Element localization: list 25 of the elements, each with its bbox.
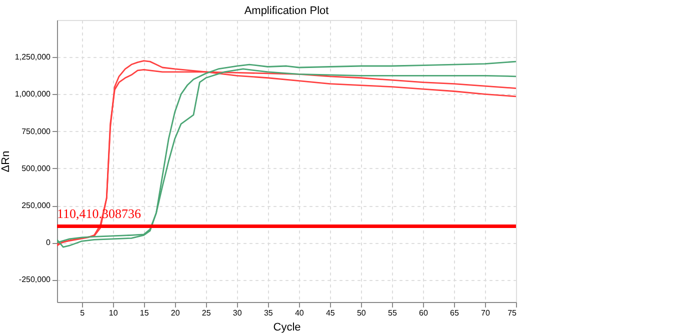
y-tick-label: 1,250,000 (14, 52, 52, 62)
x-tick-label: 65 (450, 308, 460, 318)
y-tick-label: 1,000,000 (14, 90, 52, 99)
chart-title: Amplification Plot (244, 5, 329, 17)
x-axis-title: Cycle (273, 322, 301, 334)
y-tick-label: 750,000 (22, 126, 52, 136)
x-tick-label: 25 (202, 308, 212, 318)
y-tick-label: 0 (46, 238, 52, 248)
x-tick-label: 20 (170, 308, 180, 318)
x-tick-label: 50 (356, 308, 366, 318)
x-tick-label: 15 (140, 308, 150, 318)
x-tick-label: 35 (264, 308, 274, 318)
x-tick-label: 55 (388, 308, 398, 318)
x-tick-label: 40 (294, 308, 304, 318)
x-tick-label: 10 (108, 308, 118, 318)
x-tick-label: 60 (419, 308, 428, 318)
x-tick-label: 5 (80, 308, 86, 318)
x-tick-label: 70 (481, 308, 490, 318)
x-tick-label: 75 (508, 308, 518, 318)
y-axis-title: ΔRn (0, 150, 12, 172)
y-tick-label: 250,000 (22, 201, 52, 210)
x-tick-label: 45 (326, 308, 336, 318)
x-tick-label: 30 (232, 308, 242, 318)
y-tick-label: -250,000 (18, 275, 52, 284)
y-tick-label: 500,000 (22, 164, 52, 173)
